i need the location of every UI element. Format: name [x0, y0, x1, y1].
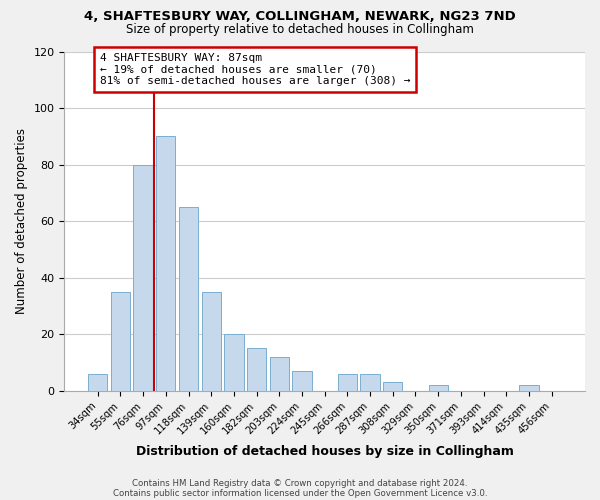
Bar [88, 374, 107, 391]
Bar [111, 292, 130, 391]
Bar [269, 357, 289, 391]
Bar [247, 348, 266, 391]
Bar [428, 385, 448, 391]
Bar [133, 164, 153, 391]
Bar [338, 374, 357, 391]
Text: Contains HM Land Registry data © Crown copyright and database right 2024.: Contains HM Land Registry data © Crown c… [132, 478, 468, 488]
Text: 4 SHAFTESBURY WAY: 87sqm
← 19% of detached houses are smaller (70)
81% of semi-d: 4 SHAFTESBURY WAY: 87sqm ← 19% of detach… [100, 53, 410, 86]
Bar [179, 207, 198, 391]
Bar [383, 382, 403, 391]
Bar [361, 374, 380, 391]
Bar [156, 136, 175, 391]
Bar [520, 385, 539, 391]
Bar [202, 292, 221, 391]
Bar [224, 334, 244, 391]
X-axis label: Distribution of detached houses by size in Collingham: Distribution of detached houses by size … [136, 444, 514, 458]
Text: 4, SHAFTESBURY WAY, COLLINGHAM, NEWARK, NG23 7ND: 4, SHAFTESBURY WAY, COLLINGHAM, NEWARK, … [84, 10, 516, 23]
Bar [292, 371, 311, 391]
Text: Contains public sector information licensed under the Open Government Licence v3: Contains public sector information licen… [113, 488, 487, 498]
Text: Size of property relative to detached houses in Collingham: Size of property relative to detached ho… [126, 22, 474, 36]
Y-axis label: Number of detached properties: Number of detached properties [15, 128, 28, 314]
